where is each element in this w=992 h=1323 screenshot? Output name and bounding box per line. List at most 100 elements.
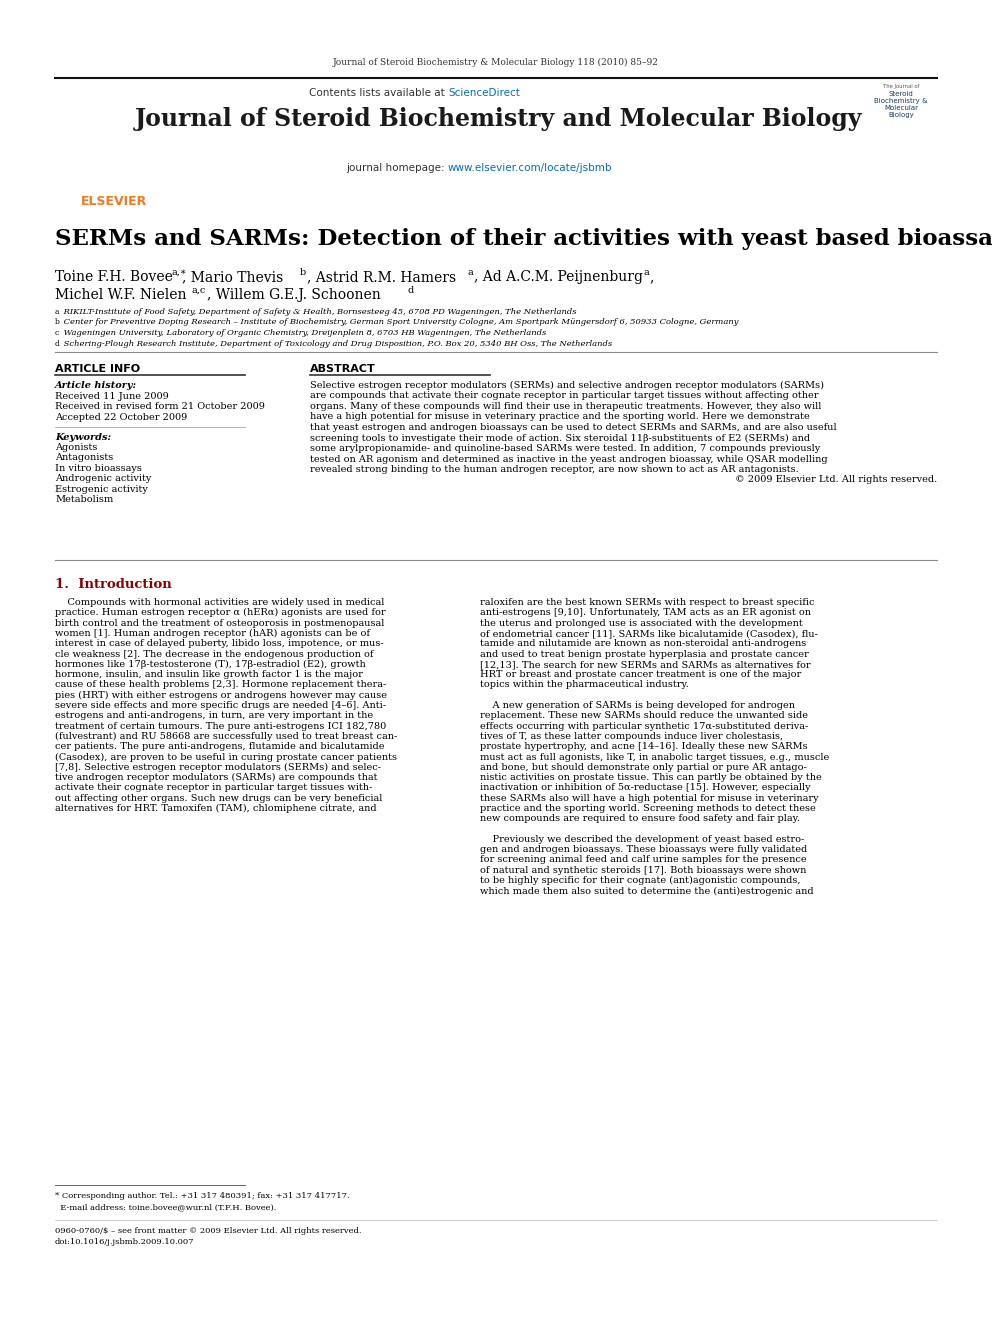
Text: a,∗: a,∗ [172, 269, 187, 277]
Text: Steroid
Biochemistry &
Molecular
Biology: Steroid Biochemistry & Molecular Biology [874, 91, 928, 118]
Text: screening tools to investigate their mode of action. Six steroidal 11β-substitue: screening tools to investigate their mod… [310, 434, 810, 443]
Text: Antagonists: Antagonists [55, 452, 113, 462]
Text: [7,8]. Selective estrogen receptor modulators (SERMs) and selec-: [7,8]. Selective estrogen receptor modul… [55, 763, 381, 771]
Text: tive androgen receptor modulators (SARMs) are compounds that: tive androgen receptor modulators (SARMs… [55, 773, 378, 782]
Text: The Journal of: The Journal of [883, 83, 920, 89]
Text: raloxifen are the best known SERMs with respect to breast specific: raloxifen are the best known SERMs with … [480, 598, 814, 607]
Text: Received in revised form 21 October 2009: Received in revised form 21 October 2009 [55, 402, 265, 411]
Text: b: b [55, 319, 60, 327]
Text: Contents lists available at: Contents lists available at [309, 89, 448, 98]
Text: practice and the sporting world. Screening methods to detect these: practice and the sporting world. Screeni… [480, 804, 815, 814]
Text: gen and androgen bioassays. These bioassays were fully validated: gen and androgen bioassays. These bioass… [480, 845, 807, 855]
Text: (Casodex), are proven to be useful in curing prostate cancer patients: (Casodex), are proven to be useful in cu… [55, 753, 397, 762]
Text: , Ad A.C.M. Peijnenburg: , Ad A.C.M. Peijnenburg [474, 270, 643, 284]
Text: Selective estrogen receptor modulators (SERMs) and selective androgen receptor m: Selective estrogen receptor modulators (… [310, 381, 824, 390]
Text: 0960-0760/$ – see front matter © 2009 Elsevier Ltd. All rights reserved.: 0960-0760/$ – see front matter © 2009 El… [55, 1226, 361, 1234]
Text: a: a [55, 308, 60, 316]
Text: www.elsevier.com/locate/jsbmb: www.elsevier.com/locate/jsbmb [448, 163, 612, 173]
Text: a: a [467, 269, 473, 277]
Text: Journal of Steroid Biochemistry & Molecular Biology 118 (2010) 85–92: Journal of Steroid Biochemistry & Molecu… [333, 58, 659, 67]
Text: Toine F.H. Bovee: Toine F.H. Bovee [55, 270, 173, 284]
Text: Keywords:: Keywords: [55, 433, 111, 442]
Text: tested on AR agonism and determined as inactive in the yeast androgen bioassay, : tested on AR agonism and determined as i… [310, 455, 827, 463]
Text: Agonists: Agonists [55, 442, 97, 451]
Text: Androgenic activity: Androgenic activity [55, 474, 152, 483]
Text: a: a [643, 269, 649, 277]
Text: topics within the pharmaceutical industry.: topics within the pharmaceutical industr… [480, 680, 688, 689]
Text: replacement. These new SARMs should reduce the unwanted side: replacement. These new SARMs should redu… [480, 712, 808, 720]
Text: [12,13]. The search for new SERMs and SARMs as alternatives for: [12,13]. The search for new SERMs and SA… [480, 660, 810, 669]
Text: of endometrial cancer [11]. SARMs like bicalutamide (Casodex), flu-: of endometrial cancer [11]. SARMs like b… [480, 628, 817, 638]
Text: ABSTRACT: ABSTRACT [310, 364, 376, 374]
Text: Schering-Plough Research Institute, Department of Toxicology and Drug Dispositio: Schering-Plough Research Institute, Depa… [61, 340, 612, 348]
Text: are compounds that activate their cognate receptor in particular target tissues : are compounds that activate their cognat… [310, 392, 818, 401]
Text: d: d [55, 340, 60, 348]
Text: revealed strong binding to the human androgen receptor, are now shown to act as : revealed strong binding to the human and… [310, 464, 799, 474]
Text: of natural and synthetic steroids [17]. Both bioassays were shown: of natural and synthetic steroids [17]. … [480, 865, 806, 875]
Text: Article history:: Article history: [55, 381, 137, 390]
Text: © 2009 Elsevier Ltd. All rights reserved.: © 2009 Elsevier Ltd. All rights reserved… [735, 475, 937, 484]
Text: and bone, but should demonstrate only partial or pure AR antago-: and bone, but should demonstrate only pa… [480, 763, 806, 771]
Text: (fulvestrant) and RU 58668 are successfully used to treat breast can-: (fulvestrant) and RU 58668 are successfu… [55, 732, 397, 741]
Text: ARTICLE INFO: ARTICLE INFO [55, 364, 140, 374]
Text: to be highly specific for their cognate (ant)agonistic compounds,: to be highly specific for their cognate … [480, 876, 801, 885]
Text: some arylpropionamide- and quinoline-based SARMs were tested. In addition, 7 com: some arylpropionamide- and quinoline-bas… [310, 445, 820, 452]
Text: hormone, insulin, and insulin like growth factor 1 is the major: hormone, insulin, and insulin like growt… [55, 671, 363, 679]
Text: inactivation or inhibition of 5α-reductase [15]. However, especially: inactivation or inhibition of 5α-reducta… [480, 783, 810, 792]
Text: birth control and the treatment of osteoporosis in postmenopausal: birth control and the treatment of osteo… [55, 619, 384, 627]
Text: , Astrid R.M. Hamers: , Astrid R.M. Hamers [307, 270, 456, 284]
Text: for screening animal feed and calf urine samples for the presence: for screening animal feed and calf urine… [480, 856, 806, 864]
Text: and used to treat benign prostate hyperplasia and prostate cancer: and used to treat benign prostate hyperp… [480, 650, 808, 659]
Text: organs. Many of these compounds will find their use in therapeutic treatments. H: organs. Many of these compounds will fin… [310, 402, 821, 411]
Text: women [1]. Human androgen receptor (hAR) agonists can be of: women [1]. Human androgen receptor (hAR)… [55, 628, 370, 638]
Text: interest in case of delayed puberty, libido loss, impotence, or mus-: interest in case of delayed puberty, lib… [55, 639, 384, 648]
Text: out affecting other organs. Such new drugs can be very beneficial: out affecting other organs. Such new dru… [55, 794, 382, 803]
Text: Wageningen University, Laboratory of Organic Chemistry, Dreijenplein 8, 6703 HB : Wageningen University, Laboratory of Org… [61, 329, 547, 337]
Text: tives of T, as these latter compounds induce liver cholestasis,: tives of T, as these latter compounds in… [480, 732, 783, 741]
Text: Estrogenic activity: Estrogenic activity [55, 484, 148, 493]
Text: these SARMs also will have a high potential for misuse in veterinary: these SARMs also will have a high potent… [480, 794, 818, 803]
Text: severe side effects and more specific drugs are needed [4–6]. Anti-: severe side effects and more specific dr… [55, 701, 386, 710]
Text: new compounds are required to ensure food safety and fair play.: new compounds are required to ensure foo… [480, 814, 800, 823]
Text: * Corresponding author. Tel.: +31 317 480391; fax: +31 317 417717.: * Corresponding author. Tel.: +31 317 48… [55, 1192, 349, 1200]
Text: journal homepage:: journal homepage: [346, 163, 448, 173]
Text: have a high potential for misuse in veterinary practice and the sporting world. : have a high potential for misuse in vete… [310, 413, 809, 422]
Text: Compounds with hormonal activities are widely used in medical: Compounds with hormonal activities are w… [55, 598, 384, 607]
Text: Journal of Steroid Biochemistry and Molecular Biology: Journal of Steroid Biochemistry and Mole… [134, 107, 862, 131]
Text: , Willem G.E.J. Schoonen: , Willem G.E.J. Schoonen [207, 288, 381, 302]
Text: Michel W.F. Nielen: Michel W.F. Nielen [55, 288, 186, 302]
Text: ScienceDirect: ScienceDirect [448, 89, 520, 98]
Text: A new generation of SARMs is being developed for androgen: A new generation of SARMs is being devel… [480, 701, 795, 710]
Text: Center for Preventive Doping Research – Institute of Biochemistry, German Sport : Center for Preventive Doping Research – … [61, 319, 738, 327]
Text: tamide and nilutamide are known as non-steroidal anti-androgens: tamide and nilutamide are known as non-s… [480, 639, 806, 648]
Text: d: d [408, 286, 415, 295]
Text: HRT or breast and prostate cancer treatment is one of the major: HRT or breast and prostate cancer treatm… [480, 671, 802, 679]
Text: effects occurring with particular synthetic 17α-substituted deriva-: effects occurring with particular synthe… [480, 721, 808, 730]
Text: ELSEVIER: ELSEVIER [81, 194, 147, 208]
Text: the uterus and prolonged use is associated with the development: the uterus and prolonged use is associat… [480, 619, 803, 627]
Text: treatment of certain tumours. The pure anti-estrogens ICI 182,780: treatment of certain tumours. The pure a… [55, 721, 386, 730]
Text: c: c [55, 329, 60, 337]
Text: cle weakness [2]. The decrease in the endogenous production of: cle weakness [2]. The decrease in the en… [55, 650, 374, 659]
Text: anti-estrogens [9,10]. Unfortunately, TAM acts as an ER agonist on: anti-estrogens [9,10]. Unfortunately, TA… [480, 609, 811, 618]
Text: a,c: a,c [191, 286, 205, 295]
Text: doi:10.1016/j.jsbmb.2009.10.007: doi:10.1016/j.jsbmb.2009.10.007 [55, 1238, 194, 1246]
Text: Metabolism: Metabolism [55, 495, 113, 504]
Text: practice. Human estrogen receptor α (hERα) agonists are used for: practice. Human estrogen receptor α (hER… [55, 609, 386, 618]
Text: prostate hypertrophy, and acne [14–16]. Ideally these new SARMs: prostate hypertrophy, and acne [14–16]. … [480, 742, 807, 751]
Text: b: b [300, 269, 307, 277]
Text: alternatives for HRT. Tamoxifen (TAM), chlomiphene citrate, and: alternatives for HRT. Tamoxifen (TAM), c… [55, 804, 377, 814]
Text: Previously we described the development of yeast based estro-: Previously we described the development … [480, 835, 805, 844]
Text: activate their cognate receptor in particular target tissues with-: activate their cognate receptor in parti… [55, 783, 372, 792]
Text: nistic activities on prostate tissue. This can partly be obtained by the: nistic activities on prostate tissue. Th… [480, 773, 821, 782]
Text: Accepted 22 October 2009: Accepted 22 October 2009 [55, 413, 187, 422]
Text: cause of these health problems [2,3]. Hormone replacement thera-: cause of these health problems [2,3]. Ho… [55, 680, 386, 689]
Text: In vitro bioassays: In vitro bioassays [55, 463, 142, 472]
Text: Received 11 June 2009: Received 11 June 2009 [55, 392, 169, 401]
Text: that yeast estrogen and androgen bioassays can be used to detect SERMs and SARMs: that yeast estrogen and androgen bioassa… [310, 423, 836, 433]
Text: estrogens and anti-androgens, in turn, are very important in the: estrogens and anti-androgens, in turn, a… [55, 712, 373, 720]
Text: SERMs and SARMs: Detection of their activities with yeast based bioassays: SERMs and SARMs: Detection of their acti… [55, 228, 992, 250]
Text: cer patients. The pure anti-androgens, flutamide and bicalutamide: cer patients. The pure anti-androgens, f… [55, 742, 385, 751]
Text: 1.  Introduction: 1. Introduction [55, 578, 172, 591]
Text: hormones like 17β-testosterone (T), 17β-estradiol (E2), growth: hormones like 17β-testosterone (T), 17β-… [55, 660, 366, 669]
